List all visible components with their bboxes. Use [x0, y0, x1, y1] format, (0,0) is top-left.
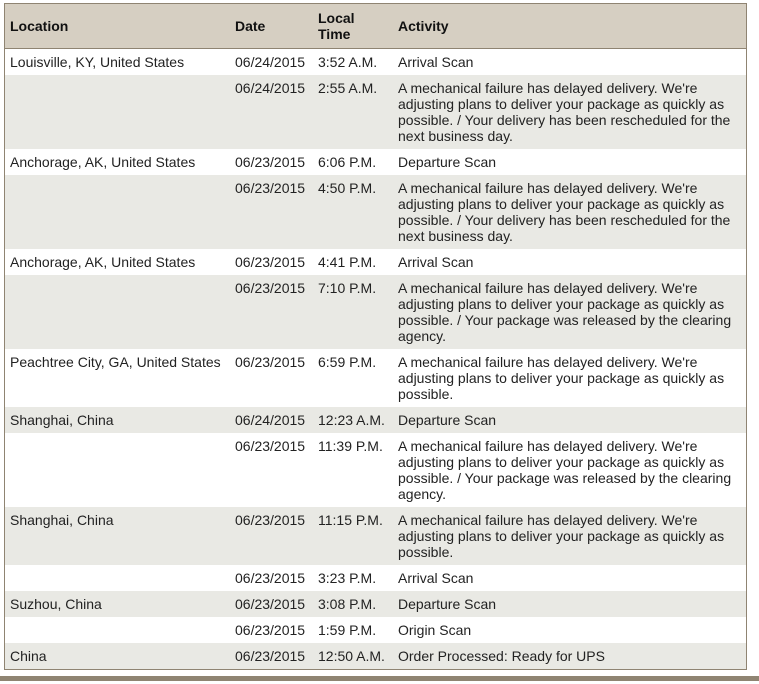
cell-location: China [5, 643, 230, 669]
cell-time: 4:50 P.M. [313, 175, 393, 249]
table-row: 06/24/2015 2:55 A.M. A mechanical failure … [5, 75, 746, 149]
shipment-progress-table: Location Date Local Time Activity Louisv… [4, 3, 747, 670]
cell-date: 06/23/2015 [230, 591, 313, 617]
cell-activity: Origin Scan [393, 617, 746, 643]
cell-location: Peachtree City, GA, United States [5, 349, 230, 407]
table-row: Suzhou, China 06/23/2015 3:08 P.M. Departur… [5, 591, 746, 617]
cell-location [5, 617, 230, 643]
cell-location [5, 175, 230, 249]
cell-location [5, 433, 230, 507]
cell-activity: A mechanical failure has delayed deliver… [393, 275, 746, 349]
table-row: 06/23/2015 7:10 P.M. A mechanical failure … [5, 275, 746, 349]
cell-activity: Arrival Scan [393, 249, 746, 275]
cell-date: 06/24/2015 [230, 75, 313, 149]
cell-date: 06/23/2015 [230, 275, 313, 349]
cell-activity: A mechanical failure has delayed deliver… [393, 507, 746, 565]
cell-time: 6:06 P.M. [313, 149, 393, 175]
cell-location [5, 565, 230, 591]
cell-location: Anchorage, AK, United States [5, 249, 230, 275]
cell-time: 3:52 A.M. [313, 48, 393, 75]
table-row: China 06/23/2015 12:50 A.M. Order Processed… [5, 643, 746, 669]
cell-time: 2:55 A.M. [313, 75, 393, 149]
table-row: 06/23/2015 3:23 P.M. Arrival Scan [5, 565, 746, 591]
cell-activity: Departure Scan [393, 407, 746, 433]
cell-date: 06/23/2015 [230, 643, 313, 669]
cell-date: 06/23/2015 [230, 617, 313, 643]
cell-time: 11:15 P.M. [313, 507, 393, 565]
table-row: 06/23/2015 4:50 P.M. A mechanical failure … [5, 175, 746, 249]
table-row: Anchorage, AK, United States 06/23/2015 4:… [5, 249, 746, 275]
cell-location: Louisville, KY, United States [5, 48, 230, 75]
cell-activity: A mechanical failure has delayed deliver… [393, 175, 746, 249]
table-header-row: Location Date Local Time Activity [5, 4, 746, 49]
cell-date: 06/24/2015 [230, 48, 313, 75]
cell-time: 3:23 P.M. [313, 565, 393, 591]
cell-activity: A mechanical failure has delayed deliver… [393, 349, 746, 407]
cell-date: 06/24/2015 [230, 407, 313, 433]
cell-location [5, 75, 230, 149]
cell-date: 06/23/2015 [230, 249, 313, 275]
cell-activity: Order Processed: Ready for UPS [393, 643, 746, 669]
header-local-time: Local Time [313, 4, 393, 49]
table-row: Anchorage, AK, United States 06/23/2015 6:… [5, 149, 746, 175]
cell-activity: Departure Scan [393, 591, 746, 617]
cell-activity: A mechanical failure has delayed deliver… [393, 433, 746, 507]
table-row: Shanghai, China 06/23/2015 11:15 P.M. A mec… [5, 507, 746, 565]
cell-location: Suzhou, China [5, 591, 230, 617]
cell-activity: A mechanical failure has delayed deliver… [393, 75, 746, 149]
cell-location: Anchorage, AK, United States [5, 149, 230, 175]
cell-date: 06/23/2015 [230, 149, 313, 175]
cell-time: 12:23 A.M. [313, 407, 393, 433]
table-row: 06/23/2015 1:59 P.M. Origin Scan [5, 617, 746, 643]
header-location: Location [5, 4, 230, 49]
cell-time: 4:41 P.M. [313, 249, 393, 275]
header-activity: Activity [393, 4, 746, 49]
cell-activity: Arrival Scan [393, 565, 746, 591]
cell-time: 12:50 A.M. [313, 643, 393, 669]
cell-location: Shanghai, China [5, 407, 230, 433]
cell-date: 06/23/2015 [230, 175, 313, 249]
cell-date: 06/23/2015 [230, 565, 313, 591]
table-row: 06/23/2015 11:39 P.M. A mechanical failure… [5, 433, 746, 507]
cell-time: 11:39 P.M. [313, 433, 393, 507]
cell-time: 1:59 P.M. [313, 617, 393, 643]
table-row: Peachtree City, GA, United States 06/23/2… [5, 349, 746, 407]
cell-location: Shanghai, China [5, 507, 230, 565]
table-row: Louisville, KY, United States 06/24/2015 3… [5, 48, 746, 75]
header-date: Date [230, 4, 313, 49]
cell-time: 7:10 P.M. [313, 275, 393, 349]
cell-date: 06/23/2015 [230, 349, 313, 407]
cell-location [5, 275, 230, 349]
cell-activity: Departure Scan [393, 149, 746, 175]
cell-date: 06/23/2015 [230, 433, 313, 507]
bottom-divider [0, 676, 759, 681]
cell-activity: Arrival Scan [393, 48, 746, 75]
table-row: Shanghai, China 06/24/2015 12:23 A.M. Depar… [5, 407, 746, 433]
cell-time: 6:59 P.M. [313, 349, 393, 407]
cell-date: 06/23/2015 [230, 507, 313, 565]
cell-time: 3:08 P.M. [313, 591, 393, 617]
